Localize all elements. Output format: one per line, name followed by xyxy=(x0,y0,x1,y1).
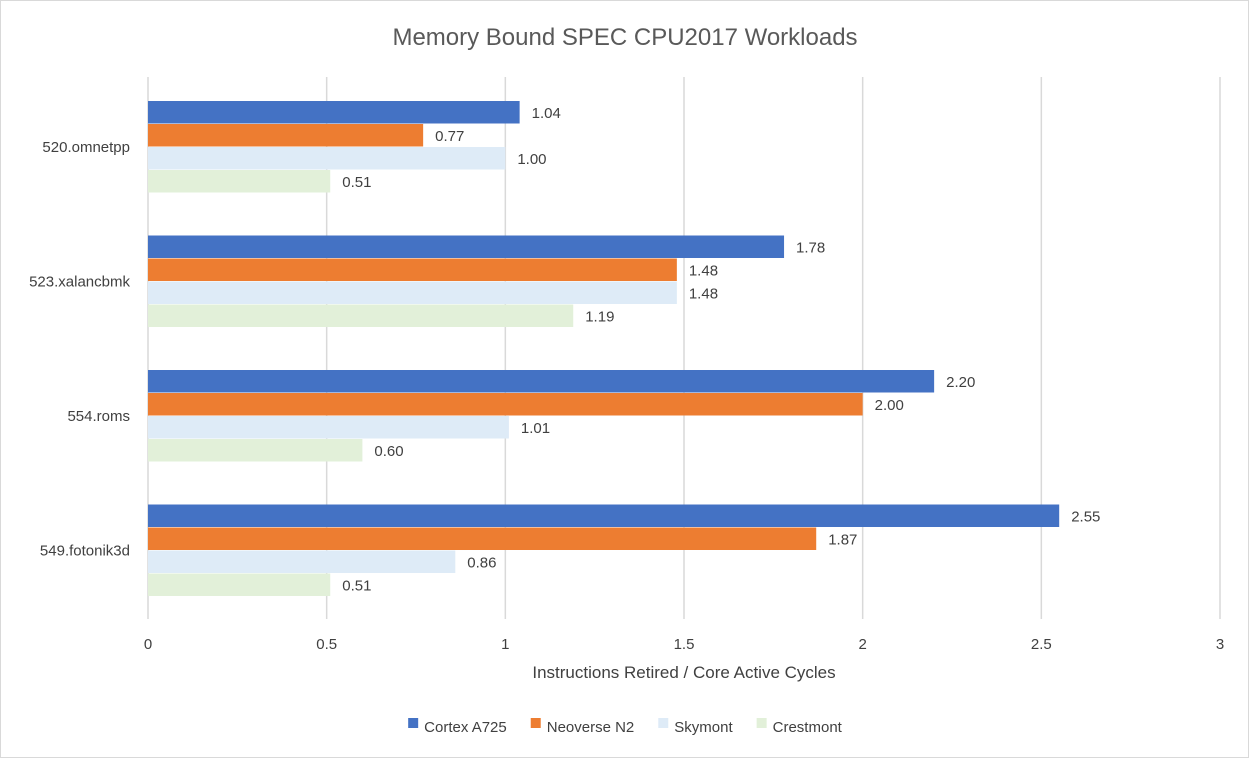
data-label: 2.20 xyxy=(946,374,975,391)
x-axis-label: Instructions Retired / Core Active Cycle… xyxy=(532,663,835,682)
legend: Cortex A725 Neoverse N2 Skymont Crestmont xyxy=(408,718,843,736)
bar xyxy=(148,504,1060,527)
category-label: 523.xalancbmk xyxy=(29,274,130,291)
x-axis-ticks: 0 0.5 1 1.5 2 2.5 3 xyxy=(144,636,1224,653)
data-label: 0.60 xyxy=(374,443,403,460)
x-tick-label: 0.5 xyxy=(316,636,337,653)
x-tick-label: 1 xyxy=(501,636,509,653)
bar xyxy=(148,281,677,304)
category-label: 520.omnetpp xyxy=(42,139,130,156)
x-tick-label: 1.5 xyxy=(674,636,695,653)
x-tick-label: 2.5 xyxy=(1031,636,1052,653)
legend-label: Neoverse N2 xyxy=(547,719,635,736)
category-label: 554.roms xyxy=(67,408,130,425)
data-label: 1.48 xyxy=(689,262,718,279)
data-labels: 1.04 0.77 1.00 0.51 1.78 1.48 1.48 1.19 2.20 2.00… xyxy=(342,105,1100,595)
data-label: 1.00 xyxy=(517,151,546,168)
bar xyxy=(148,439,363,462)
x-tick-label: 3 xyxy=(1216,636,1224,653)
legend-swatch xyxy=(408,718,419,728)
legend-item: Cortex A725 xyxy=(408,718,507,736)
data-label: 0.51 xyxy=(342,577,371,594)
x-tick-label: 2 xyxy=(858,636,866,653)
bar xyxy=(148,304,574,327)
bar xyxy=(148,370,935,393)
legend-label: Crestmont xyxy=(773,719,843,736)
bar xyxy=(148,170,331,193)
bar xyxy=(148,258,677,281)
legend-item: Neoverse N2 xyxy=(530,718,635,736)
legend-swatch xyxy=(658,718,669,728)
bar xyxy=(148,101,520,124)
bar xyxy=(148,527,817,550)
bars xyxy=(148,101,1060,596)
data-label: 1.04 xyxy=(532,105,561,122)
legend-item: Crestmont xyxy=(756,718,843,736)
data-label: 1.19 xyxy=(585,308,614,325)
legend-item: Skymont xyxy=(658,718,733,736)
data-label: 2.55 xyxy=(1071,508,1100,525)
data-label: 1.78 xyxy=(796,239,825,256)
chart-title: Memory Bound SPEC CPU2017 Workloads xyxy=(392,24,857,51)
legend-label: Skymont xyxy=(674,719,733,736)
data-label: 1.48 xyxy=(689,285,718,302)
data-label: 0.51 xyxy=(342,174,371,191)
bar xyxy=(148,235,785,258)
data-label: 1.87 xyxy=(828,531,857,548)
bar xyxy=(148,393,863,416)
data-label: 0.86 xyxy=(467,554,496,571)
bar xyxy=(148,550,456,573)
legend-swatch xyxy=(530,718,541,728)
data-label: 1.01 xyxy=(521,420,550,437)
bar xyxy=(148,416,509,439)
data-label: 0.77 xyxy=(435,128,464,145)
legend-swatch xyxy=(756,718,767,728)
bar xyxy=(148,124,424,147)
bar xyxy=(148,147,506,170)
x-tick-label: 0 xyxy=(144,636,152,653)
bar xyxy=(148,573,331,596)
legend-label: Cortex A725 xyxy=(424,719,507,736)
data-label: 2.00 xyxy=(875,397,904,414)
category-label: 549.fotonik3d xyxy=(40,543,130,560)
y-axis-categories: 520.omnetpp 523.xalancbmk 554.roms 549.foto… xyxy=(29,139,130,560)
